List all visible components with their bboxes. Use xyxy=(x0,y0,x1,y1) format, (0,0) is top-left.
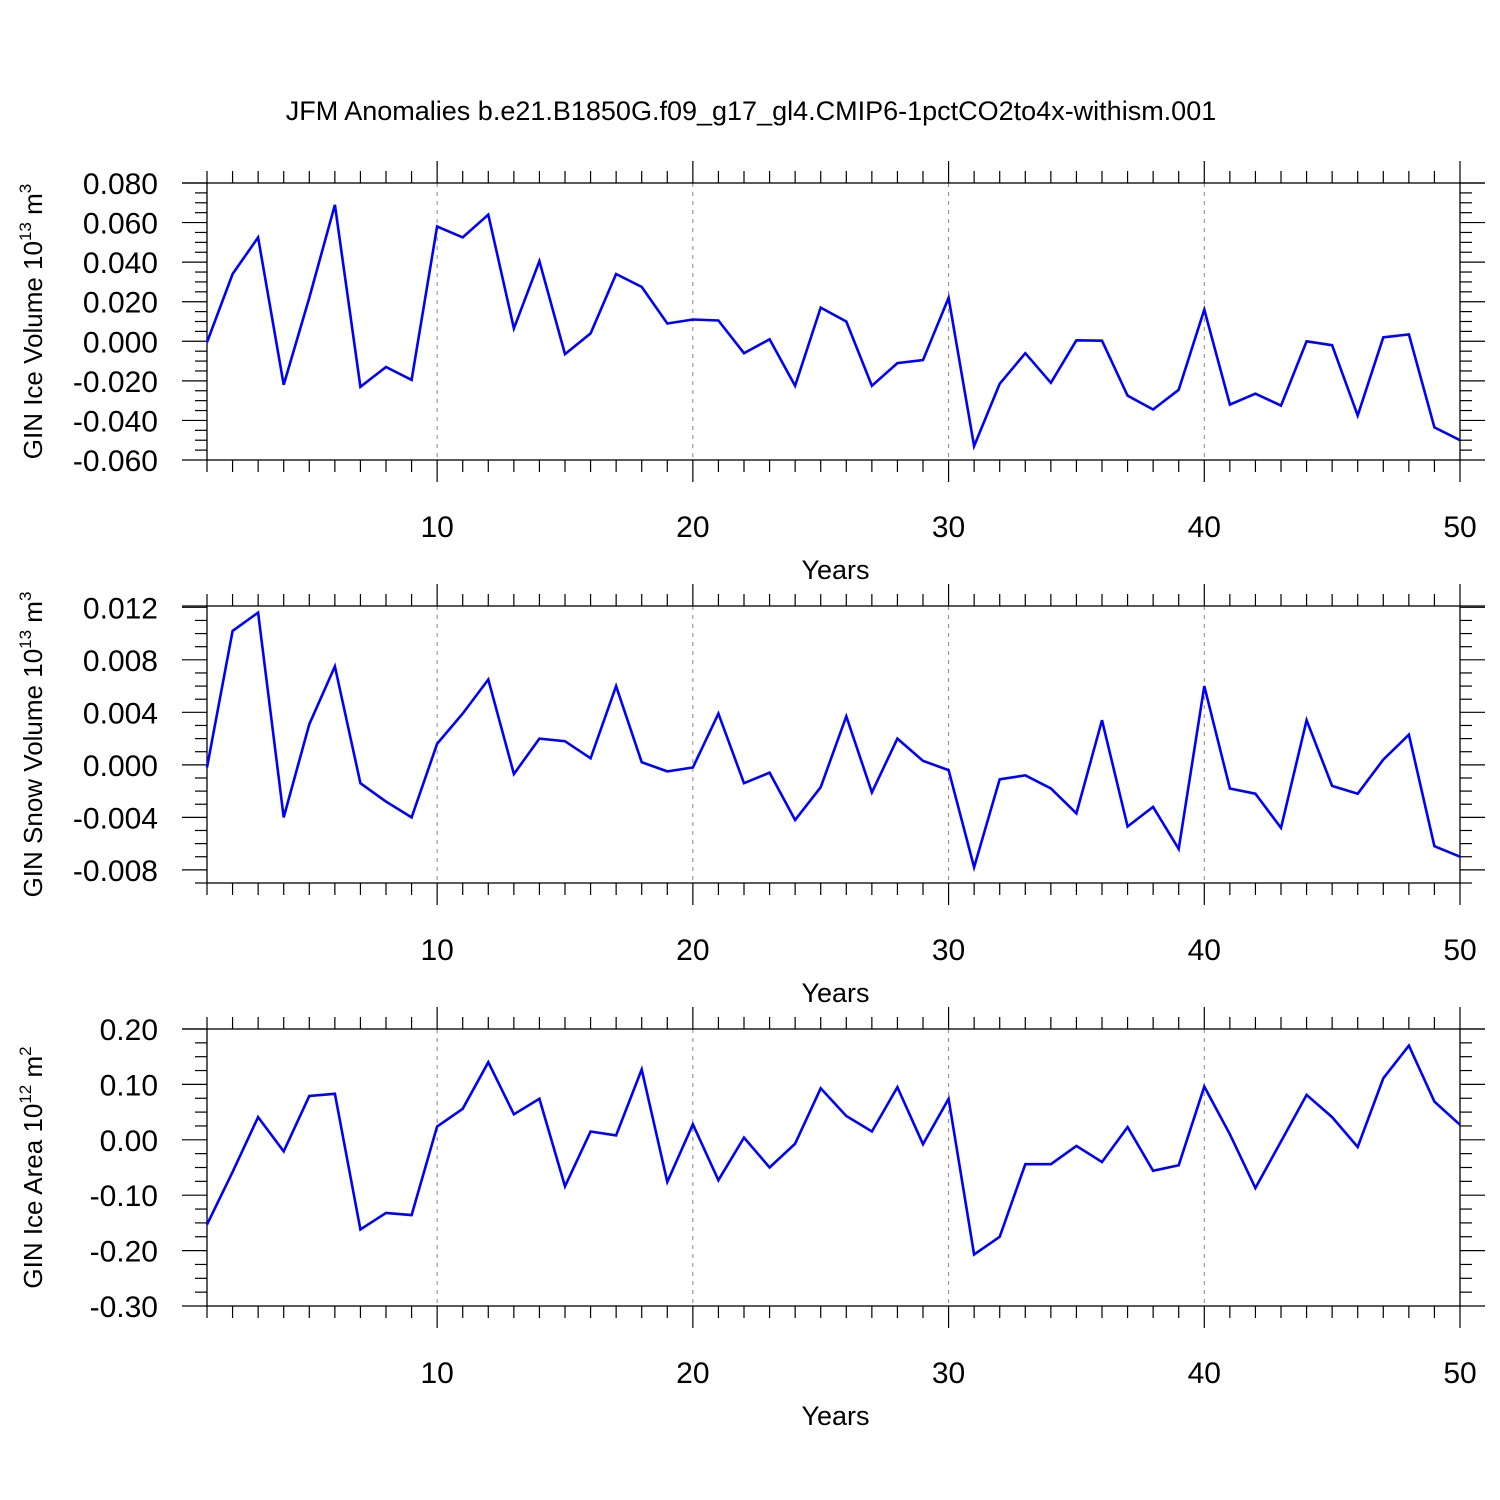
x-tick-label: 50 xyxy=(1443,1357,1476,1390)
y-axis-title-exponent: 13 xyxy=(16,630,35,649)
x-tick-label: 20 xyxy=(676,511,709,544)
y-tick-label: 0.20 xyxy=(100,1014,158,1047)
chart-panel-ice-area: 10 20 30 40 50 Years 0.20 0.10 0.00 -0.10 -0.20 -0.… xyxy=(16,1007,1485,1431)
plot-frame xyxy=(206,605,1461,884)
y-tick-label: 0.10 xyxy=(100,1069,158,1102)
y-tick-label: 0.008 xyxy=(83,645,158,678)
plot-frame xyxy=(206,182,1461,461)
x-tick-label: 10 xyxy=(420,511,453,544)
y-tick-label: 0.012 xyxy=(83,592,158,625)
y-tick-label: -0.040 xyxy=(73,405,158,438)
chart-panel-snow-volume: 10 20 30 40 50 Years 0.012 0.008 0.004 0.000 -0.00… xyxy=(16,584,1485,1008)
y-tick-label: -0.004 xyxy=(73,802,158,835)
y-tick-label: 0.080 xyxy=(83,168,158,201)
y-tick-label: -0.020 xyxy=(73,366,158,399)
y-tick-label: 0.000 xyxy=(83,326,158,359)
x-axis-title: Years xyxy=(801,555,869,585)
x-tick-label: 20 xyxy=(676,934,709,967)
x-tick-label: 50 xyxy=(1443,511,1476,544)
y-axis-title-main: GIN Ice Volume 10 xyxy=(18,241,48,459)
y-tick-label: -0.20 xyxy=(90,1236,158,1269)
x-tick-label: 10 xyxy=(420,934,453,967)
x-axis-title: Years xyxy=(801,1401,869,1431)
y-axis-title-main: GIN Ice Area 10 xyxy=(18,1104,48,1289)
y-axis-title-unit: m xyxy=(18,193,48,222)
y-axis-title: GIN Snow Volume 1013 m3 xyxy=(16,592,48,898)
x-tick-label: 40 xyxy=(1188,1357,1221,1390)
y-axis-title-unit: m xyxy=(18,1056,48,1085)
y-axis-title-unit: m xyxy=(18,601,48,630)
plot-frame xyxy=(206,1028,1461,1307)
x-axis-title: Years xyxy=(801,978,869,1008)
y-tick-label: 0.040 xyxy=(83,247,158,280)
y-tick-label: 0.060 xyxy=(83,208,158,241)
figure-title: JFM Anomalies b.e21.B1850G.f09_g17_gl4.C… xyxy=(286,96,1217,126)
y-tick-label: -0.30 xyxy=(90,1291,158,1324)
y-axis-title: GIN Ice Area 1012 m2 xyxy=(16,1046,48,1288)
y-tick-label: 0.004 xyxy=(83,697,158,730)
x-tick-label: 10 xyxy=(420,1357,453,1390)
y-tick-label: 0.020 xyxy=(83,287,158,320)
y-axis-title-exponent: 12 xyxy=(16,1085,35,1104)
x-tick-label: 40 xyxy=(1188,934,1221,967)
x-tick-label: 50 xyxy=(1443,934,1476,967)
y-tick-label: -0.060 xyxy=(73,445,158,478)
y-tick-label: 0.000 xyxy=(83,750,158,783)
y-tick-label: -0.008 xyxy=(73,855,158,888)
x-tick-label: 30 xyxy=(932,511,965,544)
y-axis-title-main: GIN Snow Volume 10 xyxy=(18,649,48,898)
series-line-snow-volume xyxy=(205,610,1461,873)
y-tick-label: 0.00 xyxy=(100,1125,158,1158)
y-axis-title-exponent: 13 xyxy=(16,222,35,241)
series-line-ice-volume xyxy=(205,204,1461,451)
x-tick-label: 30 xyxy=(932,934,965,967)
x-tick-label: 20 xyxy=(676,1357,709,1390)
series-line-ice-area xyxy=(205,1043,1461,1257)
x-tick-label: 40 xyxy=(1188,511,1221,544)
x-tick-label: 30 xyxy=(932,1357,965,1390)
y-axis-title-unit-exponent: 2 xyxy=(16,1046,35,1055)
y-tick-label: -0.10 xyxy=(90,1180,158,1213)
chart-panel-ice-volume: 10 20 30 40 50 Years 0.080 0.060 0.040 0.020 0.000… xyxy=(16,161,1485,585)
y-axis-title-unit-exponent: 3 xyxy=(16,184,35,193)
y-axis-title-unit-exponent: 3 xyxy=(16,592,35,601)
y-axis-title: GIN Ice Volume 1013 m3 xyxy=(16,184,48,460)
